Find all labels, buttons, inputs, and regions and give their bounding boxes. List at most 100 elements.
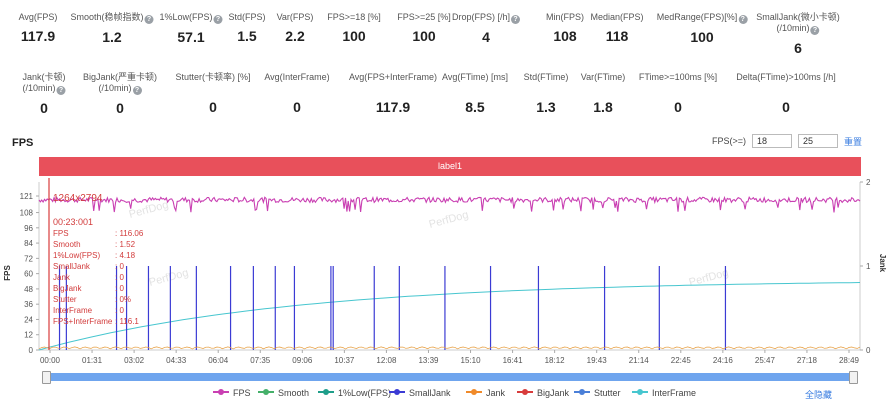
stat-label-line: Median(FPS) bbox=[590, 12, 644, 22]
legend-marker-icon bbox=[466, 389, 482, 395]
x-tick-label: 04:33 bbox=[166, 356, 187, 365]
stat-label-line: (/10min) bbox=[98, 83, 132, 93]
stat-value: 108 bbox=[553, 28, 577, 44]
legend-item-smooth[interactable]: Smooth bbox=[258, 388, 309, 398]
x-tick-label: 15:10 bbox=[461, 356, 482, 365]
stat-label-line: MedRange(FPS)[%] bbox=[656, 12, 738, 22]
stat-label-line: Drop(FPS) [/h] bbox=[451, 12, 511, 22]
time-range-slider[interactable] bbox=[42, 371, 858, 384]
stat-row1-6: FPS>=25 [%] 100 bbox=[397, 12, 451, 44]
x-tick-label: 22:45 bbox=[671, 356, 692, 365]
stat-value: 6 bbox=[794, 40, 802, 56]
stat-label-line: FTime>=100ms [%] bbox=[638, 72, 718, 82]
stat-value: 57.1 bbox=[177, 29, 205, 45]
reset-button[interactable]: 重置 bbox=[843, 136, 862, 147]
y-tick-label: 84 bbox=[24, 239, 33, 248]
stat-label: FPS>=25 [%] bbox=[397, 12, 451, 23]
fps-threshold-input-1[interactable] bbox=[751, 134, 792, 148]
stat-label-line: Jank(卡顿) bbox=[22, 72, 66, 82]
y2-tick-label: 2 bbox=[866, 178, 871, 187]
legend-item-smalljank[interactable]: SmallJank bbox=[389, 388, 451, 398]
stat-value: 100 bbox=[690, 29, 714, 45]
stat-row1-4: Var(FPS) 2.2 bbox=[277, 12, 314, 44]
help-icon[interactable]: ? bbox=[810, 26, 820, 35]
jank-baseline-series bbox=[38, 346, 861, 350]
legend-item-bigjank[interactable]: BigJank bbox=[517, 388, 569, 398]
tooltip-key: Stutter bbox=[53, 295, 77, 304]
tooltip-key: FPS bbox=[53, 229, 69, 238]
legend-label: SmallJank bbox=[409, 388, 451, 398]
legend-marker-icon bbox=[318, 389, 334, 395]
tooltip-value: : 116.06 bbox=[115, 229, 144, 238]
help-icon[interactable]: ? bbox=[511, 15, 521, 24]
x-tick-label: 21:14 bbox=[629, 356, 650, 365]
stat-row2-5: Avg(FTime) [ms] 8.5 bbox=[442, 72, 508, 115]
stat-row2-4: Avg(FPS+InterFrame) 117.9 bbox=[349, 72, 437, 115]
stat-label: Avg(InterFrame) bbox=[264, 72, 329, 83]
stat-row2-1: BigJank(严重卡顿) (/10min)? 0 bbox=[83, 72, 157, 116]
y-tick-label: 48 bbox=[24, 285, 33, 294]
slider-left-handle[interactable] bbox=[42, 371, 51, 384]
x-tick-label: 27:18 bbox=[797, 356, 818, 365]
stat-label: MedRange(FPS)[%]? bbox=[657, 12, 748, 24]
x-tick-label: 28:49 bbox=[839, 356, 860, 365]
tooltip-key: InterFrame bbox=[53, 306, 93, 315]
x-tick-label: 03:02 bbox=[124, 356, 145, 365]
stat-value: 118 bbox=[605, 28, 629, 44]
stat-value: 1.2 bbox=[102, 29, 122, 45]
legend-marker-icon bbox=[517, 389, 533, 395]
stat-row1-2: 1%Low(FPS)? 57.1 bbox=[159, 12, 223, 45]
chart-legend: 全隐藏 FPS Smooth 1%Low(FPS) SmallJank Jank BigJ… bbox=[0, 388, 890, 400]
legend-label: Jank bbox=[486, 388, 506, 398]
help-icon[interactable]: ? bbox=[56, 86, 66, 95]
x-tick-label: 24:16 bbox=[713, 356, 734, 365]
stat-label: 1%Low(FPS)? bbox=[159, 12, 223, 24]
tooltip-value: : 0% bbox=[115, 295, 131, 304]
y-tick-label: 36 bbox=[24, 300, 33, 309]
tooltip-value: : 0 bbox=[115, 273, 124, 282]
y-tick-label: 0 bbox=[29, 346, 34, 355]
legend-marker-icon bbox=[632, 389, 648, 395]
legend-label: Stutter bbox=[594, 388, 621, 398]
hide-all-button[interactable]: 全隐藏 bbox=[804, 390, 832, 400]
stat-label: BigJank(严重卡顿) (/10min)? bbox=[83, 72, 157, 95]
tooltip-time: 00:23:001 bbox=[53, 217, 93, 227]
stat-label: Var(FTime) bbox=[581, 72, 626, 83]
tooltip-resolution: 1264x2794 bbox=[53, 193, 103, 204]
fps-threshold-input-2[interactable] bbox=[797, 134, 838, 148]
stat-label-line: Delta(FTime)>100ms [/h] bbox=[736, 72, 836, 82]
slider-right-handle[interactable] bbox=[849, 371, 858, 384]
x-tick-label: 00:00 bbox=[40, 356, 61, 365]
tooltip-value: : 0 bbox=[115, 284, 124, 293]
stat-label: Avg(FPS) bbox=[19, 12, 58, 23]
legend-label: FPS bbox=[233, 388, 251, 398]
legend-item-stutter[interactable]: Stutter bbox=[574, 388, 621, 398]
stat-label-line: Std(FPS) bbox=[228, 12, 266, 22]
y-tick-label: 121 bbox=[20, 192, 34, 201]
x-tick-label: 10:37 bbox=[334, 356, 355, 365]
stat-label-line: (/10min) bbox=[22, 83, 56, 93]
stat-label: Smooth(稳帧指数)? bbox=[70, 12, 154, 24]
slider-track[interactable] bbox=[42, 373, 858, 381]
legend-item-1-low-fps-[interactable]: 1%Low(FPS) bbox=[318, 388, 391, 398]
help-icon[interactable]: ? bbox=[144, 15, 154, 24]
legend-label: BigJank bbox=[537, 388, 570, 398]
legend-item-fps[interactable]: FPS bbox=[213, 388, 251, 398]
legend-label: 1%Low(FPS) bbox=[338, 388, 392, 398]
help-icon[interactable]: ? bbox=[738, 15, 748, 24]
tooltip-value: : 0 bbox=[115, 306, 124, 315]
help-icon[interactable]: ? bbox=[132, 86, 142, 95]
stat-value: 0 bbox=[209, 99, 217, 115]
stat-row1-8: Min(FPS) 108 bbox=[546, 12, 584, 44]
x-tick-label: 01:31 bbox=[82, 356, 103, 365]
stat-label-line: 1%Low(FPS) bbox=[159, 12, 213, 22]
stat-row2-9: Delta(FTime)>100ms [/h] 0 bbox=[736, 72, 835, 115]
y-tick-label: 24 bbox=[24, 315, 33, 324]
y-tick-label: 72 bbox=[24, 254, 33, 263]
stat-label-line: Var(FTime) bbox=[580, 72, 626, 82]
legend-item-jank[interactable]: Jank bbox=[466, 388, 505, 398]
legend-item-interframe[interactable]: InterFrame bbox=[632, 388, 696, 398]
label-bar[interactable]: label1 bbox=[39, 157, 861, 176]
help-icon[interactable]: ? bbox=[213, 15, 223, 24]
